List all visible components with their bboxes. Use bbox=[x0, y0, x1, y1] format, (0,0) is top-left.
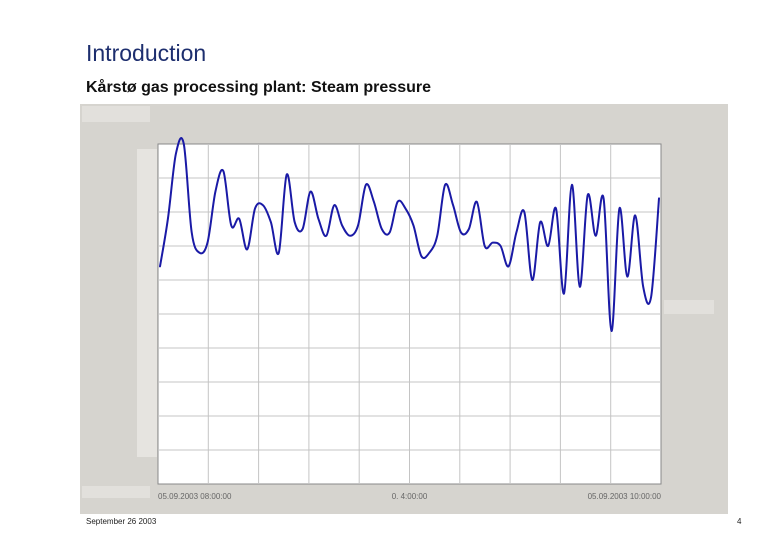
x-tick-label-start: 05.09.2003 08:00:00 bbox=[158, 492, 232, 501]
x-tick-label-end: 05.09.2003 10:00:00 bbox=[588, 492, 662, 501]
page-number: 4 bbox=[737, 517, 742, 526]
series-line bbox=[159, 137, 660, 333]
right-side-patch bbox=[664, 300, 714, 314]
footer-date: September 26 2003 bbox=[86, 517, 157, 526]
page-title: Introduction bbox=[86, 40, 207, 66]
chart-subtitle: Kårstø gas processing plant: Steam press… bbox=[86, 79, 431, 96]
left-panel-strip bbox=[137, 149, 157, 457]
x-tick-label-middle: 0. 4:00:00 bbox=[392, 492, 428, 501]
bottom-left-patch bbox=[82, 486, 150, 498]
chart-svg: 05.09.2003 08:00:00 0. 4:00:00 05.09.2003 … bbox=[82, 106, 714, 501]
top-left-patch bbox=[82, 106, 150, 122]
chart-frame: 05.09.2003 08:00:00 0. 4:00:00 05.09.2003 … bbox=[80, 104, 728, 514]
